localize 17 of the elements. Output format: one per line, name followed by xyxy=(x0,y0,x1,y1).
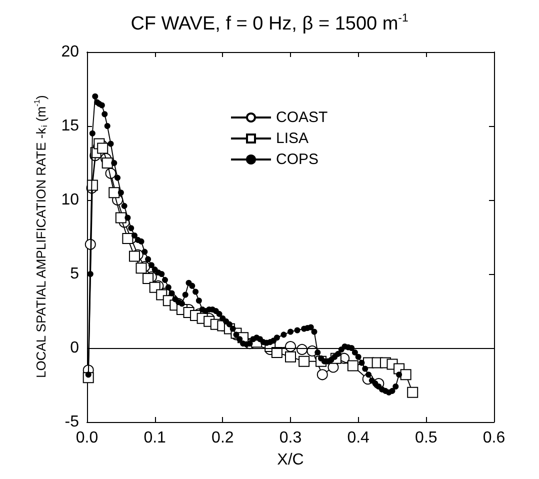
y-tick-label: -5 xyxy=(64,414,80,430)
x-tick-label: 0.4 xyxy=(347,430,370,446)
x-axis-title: X/C xyxy=(277,452,304,468)
legend-label: COPS xyxy=(276,151,319,168)
x-tick-label: 0.0 xyxy=(76,430,98,446)
y-tick-label: 10 xyxy=(61,192,80,208)
y-tick-label: 5 xyxy=(70,266,80,282)
y-tick-label: 0 xyxy=(70,340,80,356)
x-tick-label: 0.3 xyxy=(279,430,302,446)
x-tick-label: 0.2 xyxy=(212,430,234,446)
y-tick-label: 20 xyxy=(61,44,80,60)
y-tick-label: 15 xyxy=(61,118,80,134)
legend-label: COAST xyxy=(276,109,328,126)
x-tick-label: 0.1 xyxy=(144,430,166,446)
x-tick-label: 0.5 xyxy=(415,430,438,446)
x-tick-label: 0.6 xyxy=(482,430,506,446)
legend-label: LISA xyxy=(276,130,309,147)
